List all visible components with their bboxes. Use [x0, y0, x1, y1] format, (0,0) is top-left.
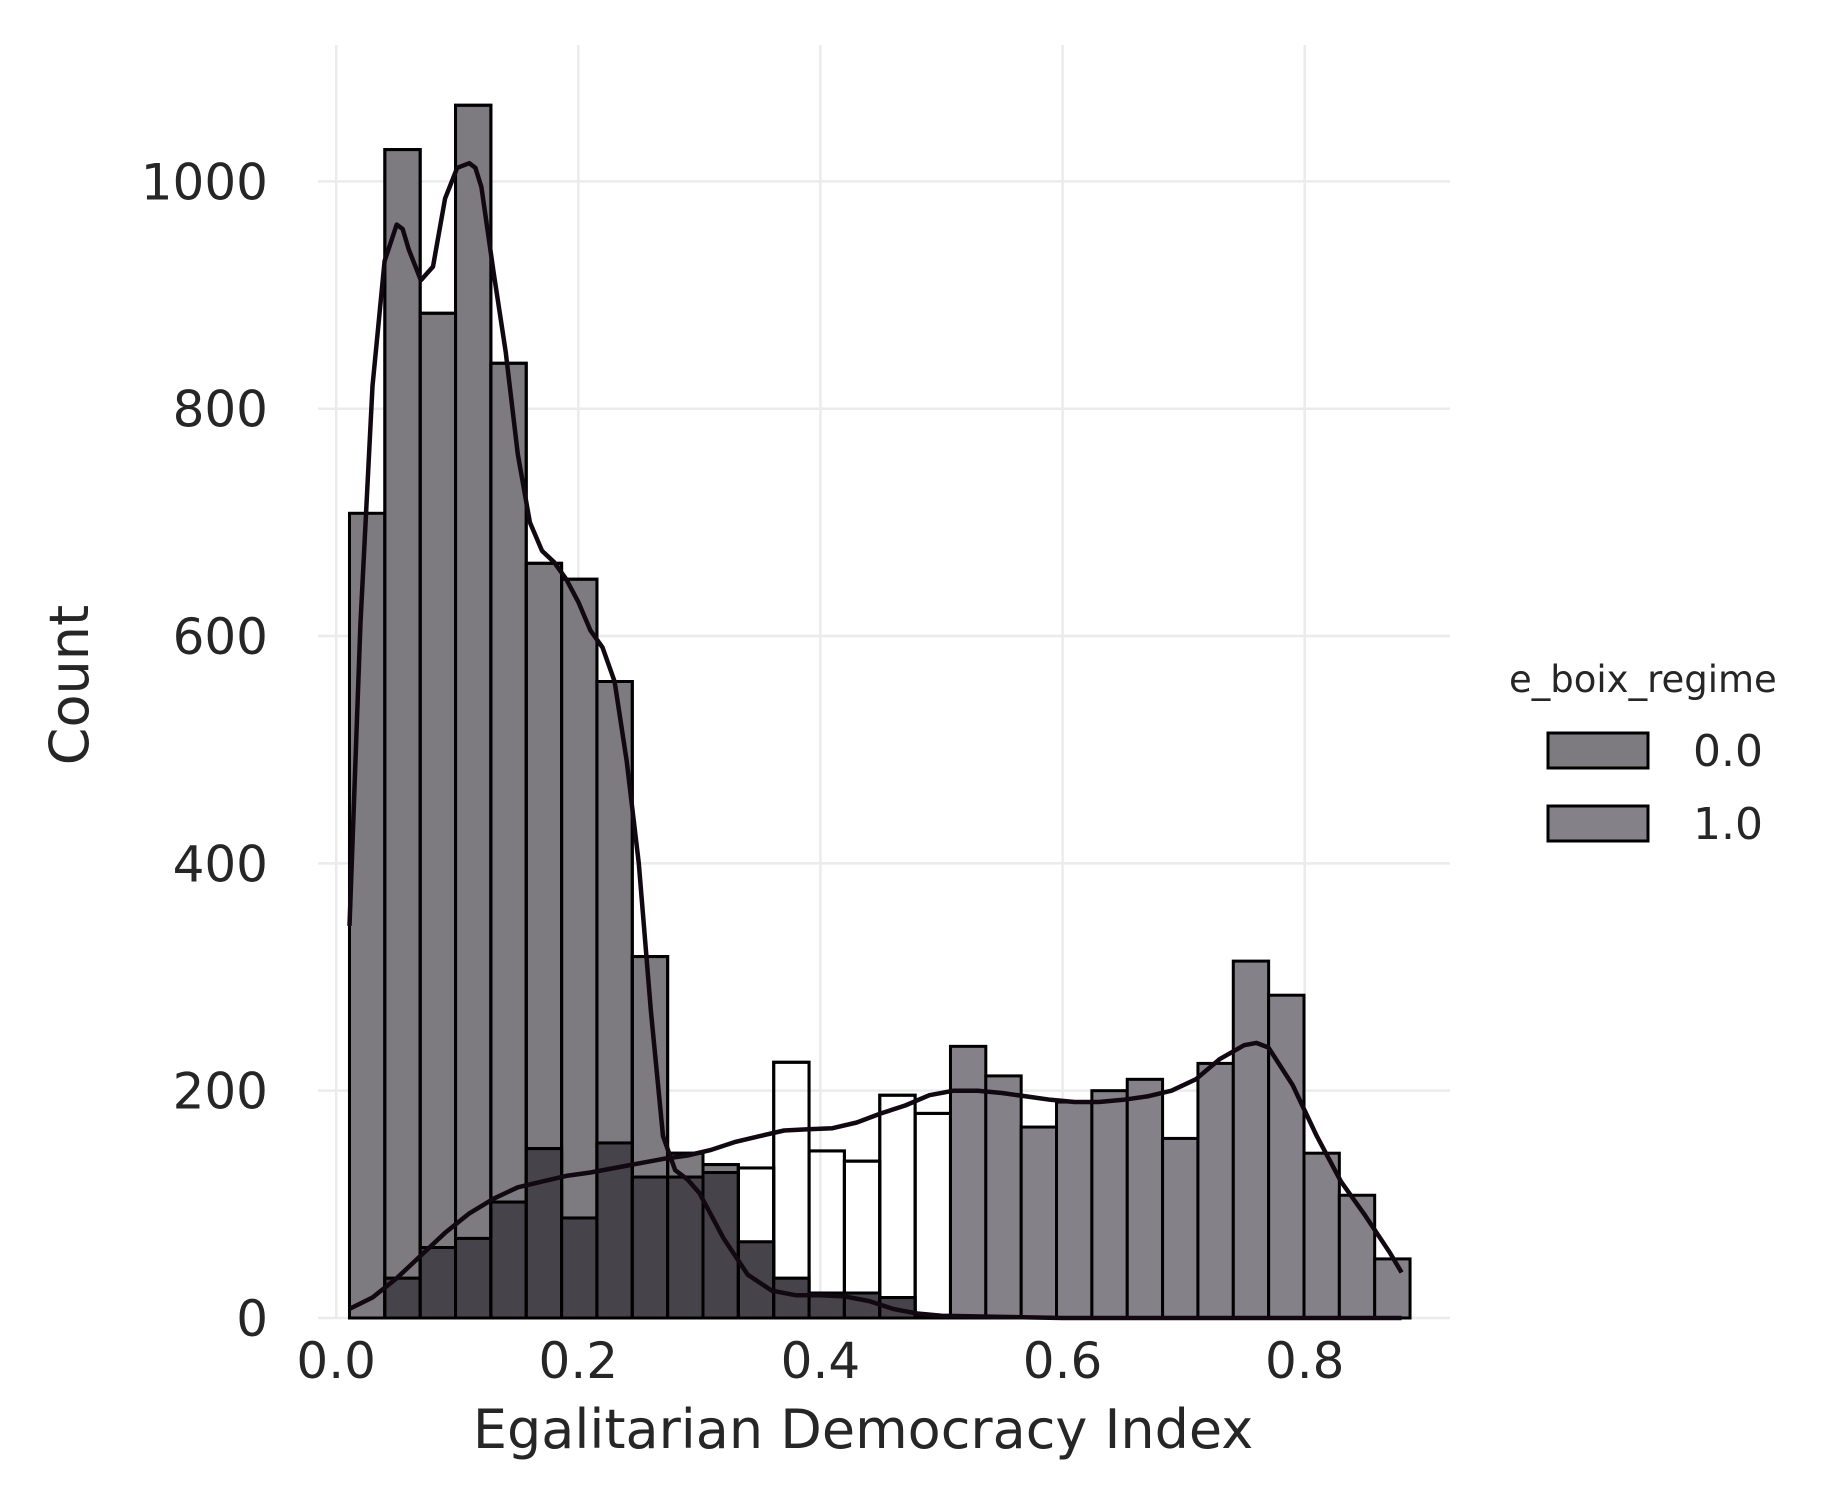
- bar-series-0: [454, 103, 493, 1320]
- bar-overlap: [772, 1276, 811, 1320]
- bar-overlap: [630, 1175, 670, 1320]
- series-0-bars: [347, 103, 952, 1320]
- bar-overlap: [666, 1175, 705, 1320]
- y-tick-label: 0: [236, 1290, 268, 1348]
- bar-series-0: [489, 361, 528, 1320]
- bar-series-1: [1337, 1193, 1377, 1320]
- bar-series-1: [1373, 1257, 1412, 1320]
- bar-series-1: [1231, 959, 1271, 1320]
- overlap-bars: [383, 103, 952, 1320]
- x-axis-ticks: 0.0 0.2 0.4 0.6 0.8: [296, 1332, 1344, 1390]
- bar-series-1: [878, 1093, 917, 1320]
- bar-outline: [630, 955, 670, 1320]
- y-tick-label: 600: [173, 608, 268, 666]
- legend-swatch-0: [1546, 731, 1650, 770]
- bar-series-1: [1161, 1136, 1200, 1320]
- y-tick-label: 400: [173, 835, 268, 893]
- y-axis-ticks: 0 200 400 600 800 1000: [141, 153, 268, 1348]
- legend-label-1: 1.0: [1693, 799, 1763, 850]
- bar-series-0: [347, 511, 387, 1320]
- y-tick-label: 800: [173, 381, 268, 439]
- bar-overlap: [489, 1200, 528, 1320]
- kde-curve-1: [348, 1040, 1404, 1311]
- x-tick-label: 0.0: [296, 1332, 376, 1390]
- bar-overlap: [701, 1171, 740, 1320]
- bar-series-1: [1196, 1061, 1235, 1320]
- bar-outline: [913, 1111, 952, 1320]
- y-tick-label: 1000: [141, 153, 268, 211]
- bar-overlap: [418, 1246, 458, 1320]
- bar-series-1: [1302, 1151, 1341, 1320]
- x-axis-label: Egalitarian Democracy Index: [473, 1398, 1253, 1461]
- bar-overlap: [454, 1236, 493, 1320]
- bar-series-1: [1267, 993, 1306, 1320]
- bar-series-1: [1019, 1125, 1059, 1320]
- bar-series-1: [948, 1044, 988, 1320]
- bar-series-1: [1125, 1077, 1165, 1320]
- kde-curves: [347, 160, 1404, 1321]
- bar-series-1: [913, 1111, 952, 1320]
- bar-series-0: [418, 311, 458, 1320]
- bar-series-1: [984, 1074, 1023, 1320]
- legend-label-0: 0.0: [1693, 726, 1763, 777]
- bar-overlap: [560, 1216, 599, 1320]
- x-tick-label: 0.6: [1023, 1332, 1103, 1390]
- bar-series-0: [383, 148, 422, 1320]
- bar-overlap: [524, 1147, 564, 1320]
- bar-series-0: [560, 577, 599, 1320]
- bar-series-1: [1090, 1089, 1129, 1320]
- x-tick-label: 0.4: [781, 1332, 861, 1390]
- legend-title: e_boix_regime: [1509, 658, 1777, 701]
- legend: e_boix_regime 0.0 1.0: [1509, 658, 1777, 850]
- y-tick-label: 200: [173, 1063, 268, 1121]
- x-tick-label: 0.2: [539, 1332, 619, 1390]
- x-tick-label: 0.8: [1265, 1332, 1345, 1390]
- y-axis-label: Count: [38, 605, 101, 765]
- legend-swatch-1: [1546, 804, 1650, 843]
- kde-curve-0: [347, 160, 1402, 1321]
- bar-series-1: [1055, 1100, 1094, 1320]
